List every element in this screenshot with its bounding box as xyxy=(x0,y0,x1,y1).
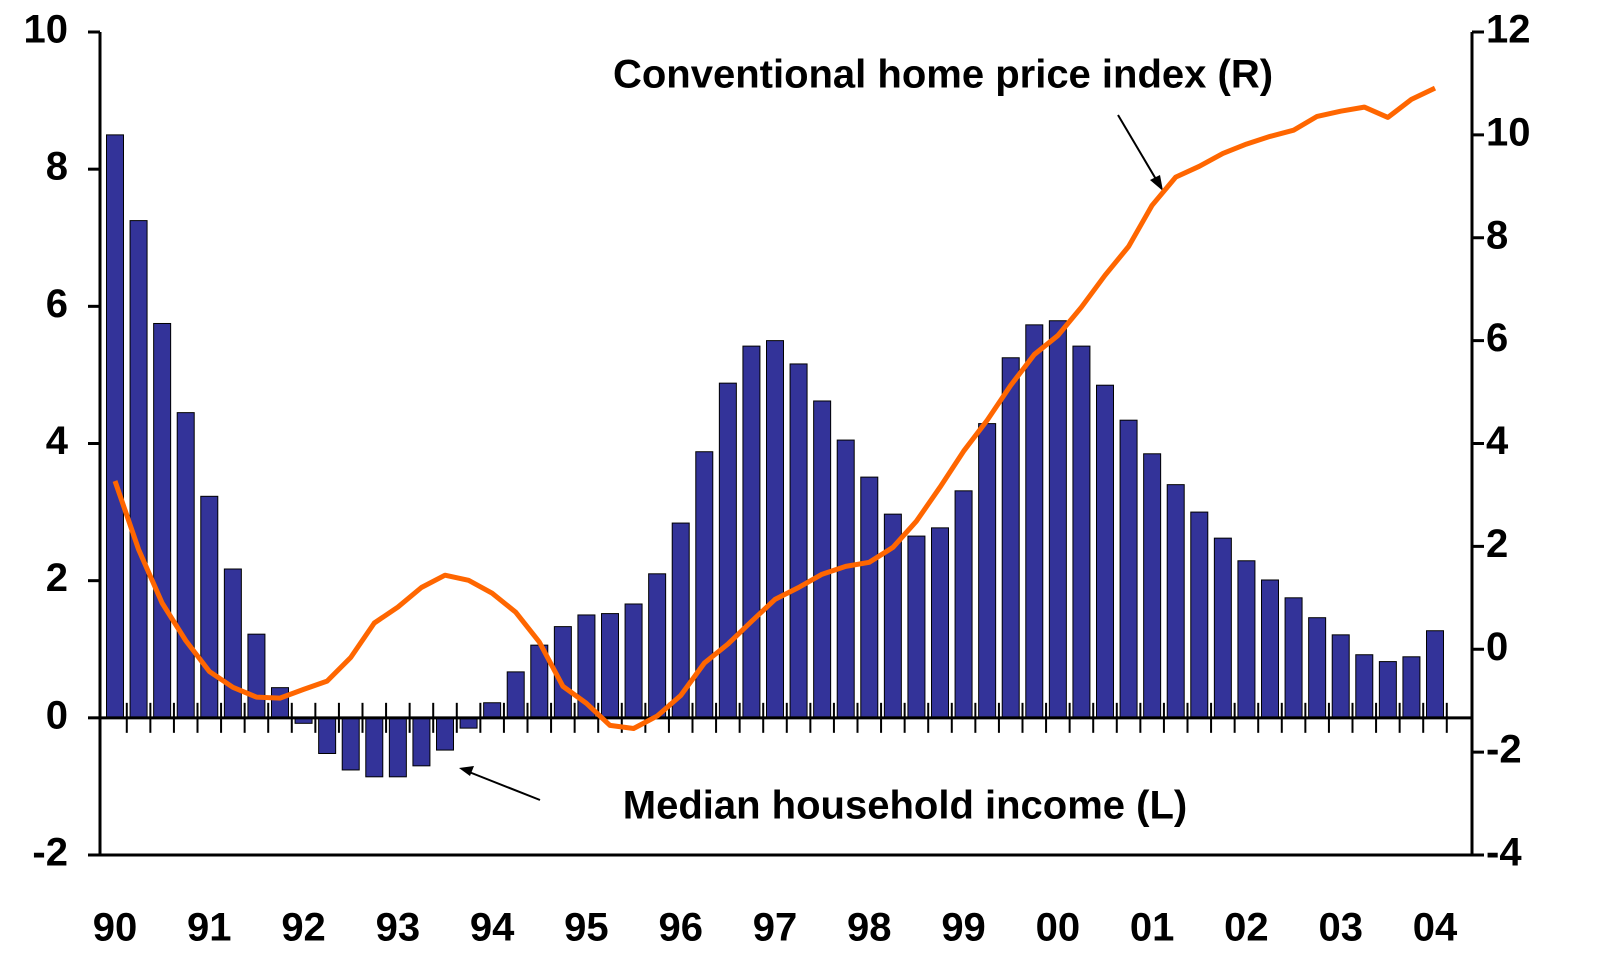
bar xyxy=(459,717,478,729)
bar xyxy=(954,490,973,719)
bar xyxy=(106,134,124,719)
bar xyxy=(1261,579,1279,719)
bar xyxy=(412,717,431,767)
bar xyxy=(789,363,808,719)
y2-tick-label: 12 xyxy=(1486,8,1531,52)
bar xyxy=(483,702,502,719)
bar xyxy=(1402,656,1421,719)
y-tick-label: 10 xyxy=(24,8,69,52)
bar xyxy=(247,633,266,719)
bar xyxy=(388,717,407,778)
bar xyxy=(1190,511,1209,719)
bar xyxy=(271,687,289,719)
arrow-head xyxy=(1150,175,1163,191)
bar xyxy=(1166,484,1185,719)
y-tick-label: 2 xyxy=(46,556,68,600)
bar xyxy=(860,476,879,719)
x-tick-label: 00 xyxy=(1036,906,1081,950)
y2-tick-label: 2 xyxy=(1486,522,1508,566)
bar xyxy=(718,382,737,719)
bar xyxy=(176,412,195,719)
y2-tick-label: -4 xyxy=(1486,831,1522,875)
annotation-arrow xyxy=(1117,114,1161,187)
bar xyxy=(200,495,219,719)
bar xyxy=(931,527,949,719)
y-tick-label: -2 xyxy=(32,831,68,875)
y2-tick-label: 6 xyxy=(1486,316,1508,360)
line xyxy=(112,85,1437,731)
bar xyxy=(766,340,784,719)
x-tick-label: 95 xyxy=(564,906,609,950)
bar xyxy=(742,345,761,719)
bar xyxy=(1284,597,1303,719)
annotation-arrow xyxy=(463,769,541,801)
y-tick-label: 8 xyxy=(46,145,68,189)
bar xyxy=(129,220,148,719)
x-tick-label: 01 xyxy=(1130,906,1175,950)
y2-tick-label: 10 xyxy=(1486,110,1531,154)
x-tick-label: 92 xyxy=(281,906,326,950)
bar xyxy=(978,423,997,719)
bar-annotation: Median household income (L) xyxy=(623,784,1187,828)
y2-tick-label: 4 xyxy=(1486,419,1509,463)
x-tick-label: 02 xyxy=(1224,906,1269,950)
bar xyxy=(1048,320,1067,719)
x-tick-label: 90 xyxy=(93,906,138,950)
bar xyxy=(1072,345,1091,719)
bar xyxy=(648,573,667,719)
y2-tick-label: -2 xyxy=(1486,728,1522,772)
x-tick-label: 97 xyxy=(753,906,798,950)
bar xyxy=(624,603,643,719)
bar xyxy=(318,717,337,754)
bar xyxy=(1237,560,1256,719)
bar xyxy=(601,613,619,719)
x-tick-label: 98 xyxy=(847,906,892,950)
bar xyxy=(223,568,242,719)
bar xyxy=(1426,630,1444,719)
bar xyxy=(1213,537,1232,719)
bar xyxy=(506,671,525,719)
y-tick-label: 6 xyxy=(46,282,68,326)
y-tick-label: 4 xyxy=(46,419,69,463)
bar xyxy=(836,439,855,719)
bar xyxy=(1001,357,1020,719)
bar xyxy=(1355,654,1374,719)
bar xyxy=(1119,419,1138,719)
x-tick-label: 93 xyxy=(376,906,421,950)
x-tick-label: 04 xyxy=(1413,906,1458,950)
y2-tick-label: 0 xyxy=(1486,625,1508,669)
x-tick-label: 03 xyxy=(1318,906,1363,950)
bar xyxy=(1025,324,1044,719)
x-tick-label: 94 xyxy=(470,906,515,950)
line-annotation: Conventional home price index (R) xyxy=(613,53,1273,97)
bar xyxy=(1308,617,1327,719)
x-tick-label: 96 xyxy=(658,906,703,950)
bar xyxy=(365,717,384,778)
bar xyxy=(813,400,832,719)
bar xyxy=(1378,661,1397,719)
bar xyxy=(436,717,454,751)
bar xyxy=(153,322,172,719)
y-tick-label: 0 xyxy=(46,693,68,737)
bar xyxy=(1096,384,1114,719)
arrow-head xyxy=(459,766,474,776)
x-tick-label: 99 xyxy=(941,906,986,950)
y2-tick-label: 8 xyxy=(1486,213,1508,257)
x-tick-label: 91 xyxy=(187,906,232,950)
bar xyxy=(907,535,926,719)
bar xyxy=(1143,453,1162,719)
bar xyxy=(695,451,714,719)
bar xyxy=(341,717,360,771)
bar xyxy=(1331,634,1350,719)
